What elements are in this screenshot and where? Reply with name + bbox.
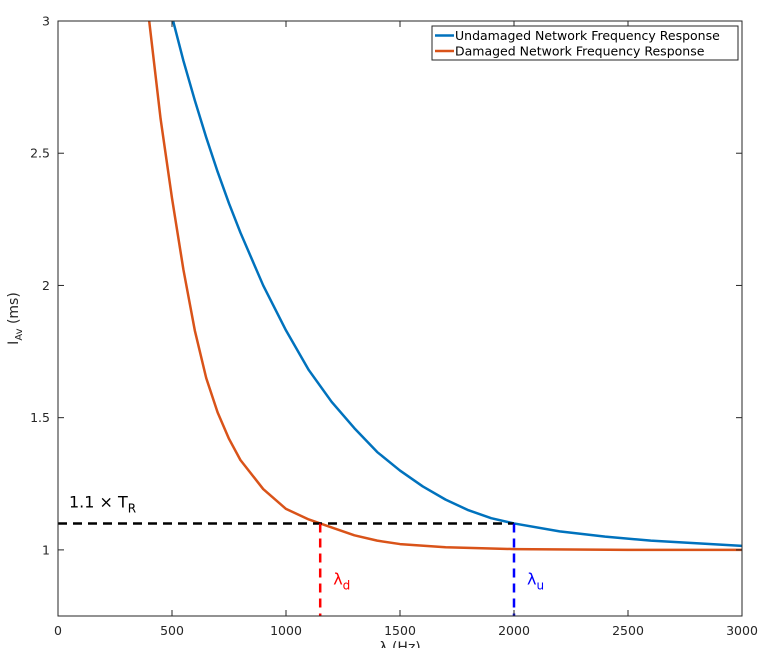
x-tick-label: 2000: [498, 623, 530, 638]
threshold-label: 1.1 × TR: [69, 492, 136, 515]
y-axis-label-main: I: [6, 341, 22, 345]
legend-box: [431, 25, 739, 61]
series-layer: [147, 21, 742, 552]
threshold-label-main: 1.1 × T: [69, 492, 128, 511]
legend: Undamaged Network Frequency Response Dam…: [431, 25, 739, 61]
threshold-label-sub: R: [128, 501, 136, 515]
y-tick-label: 2: [42, 278, 50, 293]
series-line-undamaged: [171, 21, 742, 548]
y-axis-label-suffix: (ms): [6, 292, 22, 328]
lambda-u-label: λu: [527, 569, 544, 592]
x-tick-label: 1500: [384, 623, 416, 638]
y-axis-label-sub: Av: [14, 328, 25, 340]
x-tick-label: 2500: [612, 623, 644, 638]
y-tick-label: 1: [42, 542, 50, 557]
x-axis-label: λ (Hz): [379, 640, 421, 648]
lambda-d-label-sub: d: [343, 578, 351, 592]
lambda-u-label-main: λ: [527, 569, 536, 588]
x-tick-label: 1000: [270, 623, 302, 638]
y-tick-label: 2.5: [30, 146, 50, 161]
y-tick-label: 1.5: [30, 410, 50, 425]
lambda-u-label-sub: u: [536, 578, 544, 592]
x-tick-label: 0: [54, 623, 62, 638]
legend-entry-undamaged: Undamaged Network Frequency Response: [455, 28, 720, 43]
y-axis-label: IAv (ms): [6, 292, 25, 345]
lambda-d-label-main: λ: [333, 569, 342, 588]
y-tick-label: 3: [42, 14, 50, 29]
axis-ticks: 0 500 1000 1500 2000 2500 3000 1 1.5 2 2.5 3: [30, 14, 758, 639]
lambda-d-label: λd: [333, 569, 350, 592]
series-line-damaged: [147, 21, 742, 552]
x-tick-label: 500: [160, 623, 184, 638]
legend-entry-damaged: Damaged Network Frequency Response: [455, 44, 705, 59]
annotation-layer: [58, 522, 516, 616]
x-tick-label: 3000: [726, 623, 758, 638]
